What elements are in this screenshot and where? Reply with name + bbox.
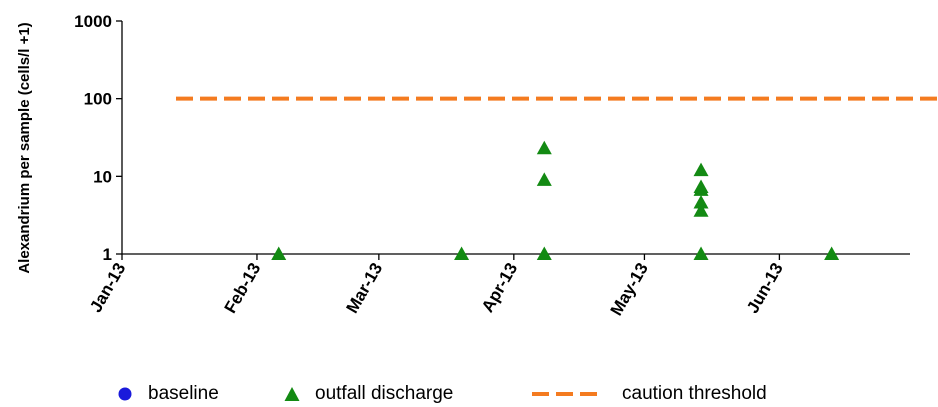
x-tick-label: Jun-13 [743,260,787,317]
data-points [271,140,840,260]
legend-label-caution-threshold: caution threshold [622,382,767,404]
x-tick-label: Feb-13 [221,260,265,317]
y-axis-label: Alexandrium per sample (cells/l +1) [16,22,33,273]
legend-label-baseline: baseline [148,382,219,404]
legend-label-outfall-discharge: outfall discharge [315,382,454,404]
outfall-discharge-point [693,195,709,209]
legend-threshold-marker [532,391,598,396]
y-tick-label: 10 [93,167,112,186]
axes [121,21,910,255]
y-tick-label: 100 [84,90,112,109]
outfall-discharge-point [271,246,287,260]
legend-item-outfall-discharge: outfall discharge [280,380,453,407]
x-tick-label: Apr-13 [478,260,521,316]
x-tick-label: May-13 [607,260,652,319]
y-tick-label: 1000 [74,12,112,31]
x-axis-ticks: Jan-13 Feb-13 Mar-13 Apr-13 May-13 Jun-13 [86,254,787,319]
outfall-discharge-point [536,246,552,260]
outfall-discharge-point [454,246,470,260]
legend-item-baseline: baseline [115,380,219,407]
outfall-discharge-point [824,246,840,260]
outfall-discharge-point [693,203,709,217]
outfall-discharge-point [536,140,552,155]
y-axis-ticks: 1 10 100 1000 [74,12,122,264]
x-tick-label: Jan-13 [86,260,129,316]
legend-item-caution-threshold: caution threshold [530,380,767,407]
y-tick-label: 1 [103,245,112,264]
alexandrium-chart: Alexandrium per sample (cells/l +1) 1101… [16,12,938,319]
outfall-discharge-point [693,246,709,260]
legend: baseline outfall discharge caution thres… [0,380,938,407]
x-tick-label: Mar-13 [342,260,386,317]
outfall-discharge-point [536,172,552,186]
legend-baseline-marker [118,387,132,400]
outfall-discharge-point [693,162,709,177]
outfall-discharge-point [693,179,709,193]
legend-outfall-marker [284,386,300,401]
